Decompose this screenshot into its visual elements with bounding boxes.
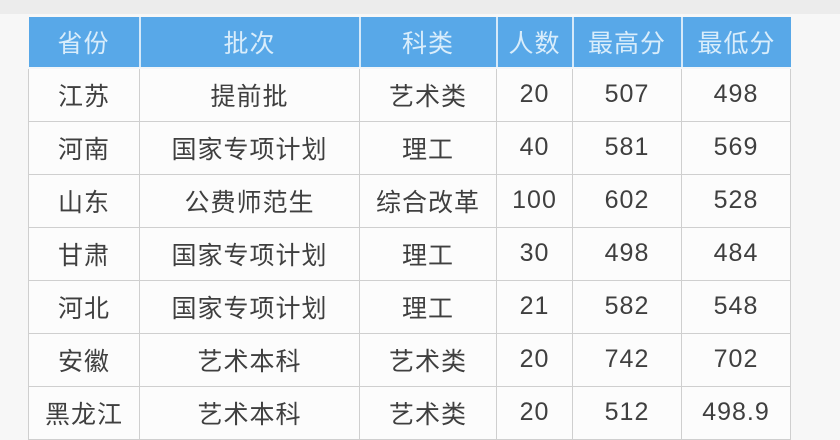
cell-batch: 国家专项计划 — [139, 279, 360, 334]
cell-count: 40 — [496, 120, 573, 175]
table-header: 省份 批次 科类 人数 最高分 最低分 — [28, 17, 791, 69]
cell-province: 甘肃 — [28, 226, 140, 281]
cell-min: 702 — [681, 332, 791, 387]
cell-subject: 理工 — [359, 279, 497, 334]
cell-min: 569 — [681, 120, 791, 175]
table-row: 黑龙江 艺术本科 艺术类 20 512 498.9 — [28, 385, 791, 440]
cell-subject: 艺术类 — [359, 332, 497, 387]
cell-subject: 综合改革 — [359, 173, 497, 228]
cell-batch: 公费师范生 — [139, 173, 360, 228]
cell-batch: 艺术本科 — [139, 385, 360, 440]
cell-subject: 艺术类 — [359, 67, 497, 122]
cell-max: 582 — [572, 279, 682, 334]
column-header-max: 最高分 — [572, 17, 683, 69]
table-row: 安徽 艺术本科 艺术类 20 742 702 — [28, 332, 791, 387]
column-header-province: 省份 — [28, 17, 141, 69]
column-header-min: 最低分 — [681, 17, 791, 69]
cell-max: 581 — [572, 120, 682, 175]
cell-count: 100 — [496, 173, 573, 228]
cell-count: 20 — [496, 67, 573, 122]
table-row: 河北 国家专项计划 理工 21 582 548 — [28, 279, 791, 334]
cell-batch: 国家专项计划 — [139, 226, 360, 281]
cell-min: 528 — [681, 173, 791, 228]
table-row: 甘肃 国家专项计划 理工 30 498 484 — [28, 226, 791, 281]
cell-province: 黑龙江 — [28, 385, 140, 440]
column-header-batch: 批次 — [139, 17, 361, 69]
cell-province: 山东 — [28, 173, 140, 228]
cell-max: 498 — [572, 226, 682, 281]
cell-batch: 艺术本科 — [139, 332, 360, 387]
page-background-strip — [0, 0, 840, 14]
cell-count: 21 — [496, 279, 573, 334]
cell-count: 30 — [496, 226, 573, 281]
cell-max: 742 — [572, 332, 682, 387]
cell-min: 548 — [681, 279, 791, 334]
cell-min: 498.9 — [681, 385, 791, 440]
cell-count: 20 — [496, 385, 573, 440]
cell-min: 498 — [681, 67, 791, 122]
table-row: 山东 公费师范生 综合改革 100 602 528 — [28, 173, 791, 228]
cell-province: 安徽 — [28, 332, 140, 387]
cell-province: 江苏 — [28, 67, 140, 122]
cell-subject: 理工 — [359, 120, 497, 175]
column-header-count: 人数 — [496, 17, 574, 69]
cell-batch: 国家专项计划 — [139, 120, 360, 175]
cell-max: 602 — [572, 173, 682, 228]
cell-batch: 提前批 — [139, 67, 360, 122]
cell-max: 507 — [572, 67, 682, 122]
cell-count: 20 — [496, 332, 573, 387]
cell-min: 484 — [681, 226, 791, 281]
cell-max: 512 — [572, 385, 682, 440]
cell-province: 河北 — [28, 279, 140, 334]
header-row: 省份 批次 科类 人数 最高分 最低分 — [28, 17, 791, 69]
table-row: 江苏 提前批 艺术类 20 507 498 — [28, 67, 791, 122]
cell-subject: 艺术类 — [359, 385, 497, 440]
table-body: 江苏 提前批 艺术类 20 507 498 河南 国家专项计划 理工 40 58… — [28, 67, 791, 440]
admission-scores-table: 省份 批次 科类 人数 最高分 最低分 江苏 提前批 艺术类 20 507 49… — [28, 17, 791, 440]
cell-subject: 理工 — [359, 226, 497, 281]
column-header-subject: 科类 — [359, 17, 498, 69]
table-row: 河南 国家专项计划 理工 40 581 569 — [28, 120, 791, 175]
cell-province: 河南 — [28, 120, 140, 175]
